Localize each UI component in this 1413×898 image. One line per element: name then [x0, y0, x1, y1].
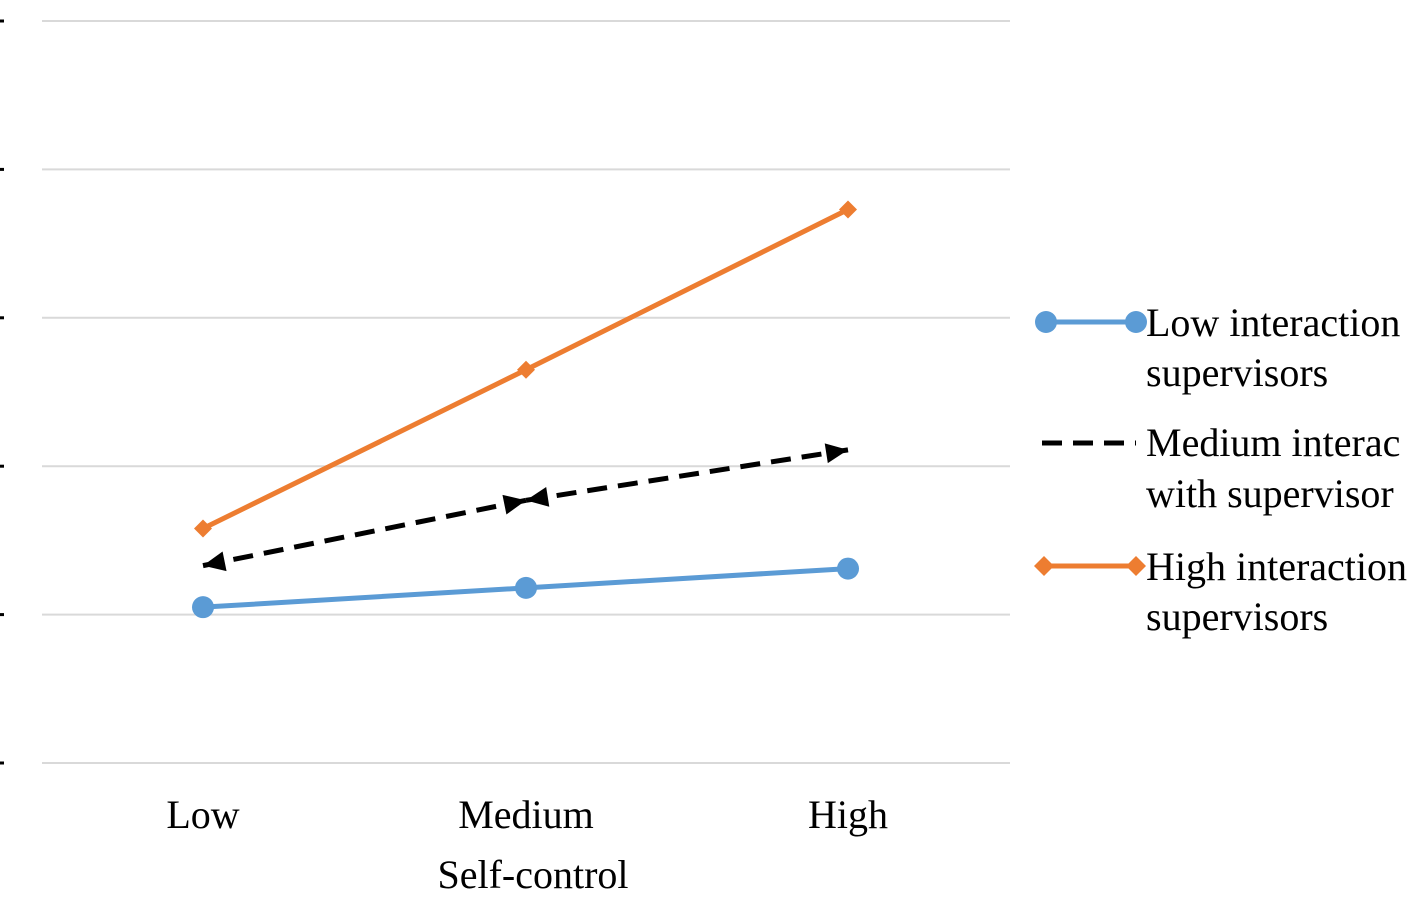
x-tick-label: High [808, 792, 888, 837]
legend-swatch-marker [1125, 311, 1147, 333]
legend: Low interaction supervisors Medium inter… [1034, 300, 1407, 639]
series-1 [202, 443, 849, 572]
data-point [192, 596, 214, 619]
y-axis-ticks [0, 19, 4, 765]
series-segment [202, 497, 527, 569]
data-point-arrow [824, 443, 848, 464]
legend-label: supervisors [1146, 350, 1328, 395]
data-point [837, 557, 859, 580]
x-tick-label: Medium [458, 792, 594, 837]
series-segment [525, 447, 849, 503]
legend-swatch-marker [1034, 556, 1054, 576]
legend-label: Medium interac [1146, 420, 1400, 465]
legend-entry-high-interaction: High interaction supervisors [1034, 544, 1407, 639]
series-2 [194, 200, 857, 538]
data-point [194, 519, 212, 538]
series-0 [192, 557, 859, 619]
data-point-arrow [203, 551, 227, 572]
x-tick-label: Low [166, 792, 239, 837]
data-point [517, 360, 535, 379]
legend-swatch-marker [1035, 311, 1057, 333]
data-point-arrow [502, 494, 526, 515]
x-axis-title: Self-control [437, 852, 628, 897]
series-lines [192, 200, 859, 619]
data-point [839, 200, 857, 219]
data-point [515, 576, 537, 599]
legend-entry-medium-interaction: Medium interac with supervisor [1042, 420, 1400, 516]
legend-label: High interaction [1146, 544, 1407, 589]
x-axis-tick-labels: Low Medium High [166, 792, 888, 837]
legend-swatch-marker [1126, 556, 1146, 576]
legend-label: supervisors [1146, 594, 1328, 639]
gridlines [42, 20, 1010, 764]
legend-label: with supervisor [1146, 471, 1394, 516]
legend-label: Low interaction [1146, 300, 1400, 345]
data-point-arrow [526, 487, 550, 507]
legend-entry-low-interaction: Low interaction supervisors [1035, 300, 1400, 395]
